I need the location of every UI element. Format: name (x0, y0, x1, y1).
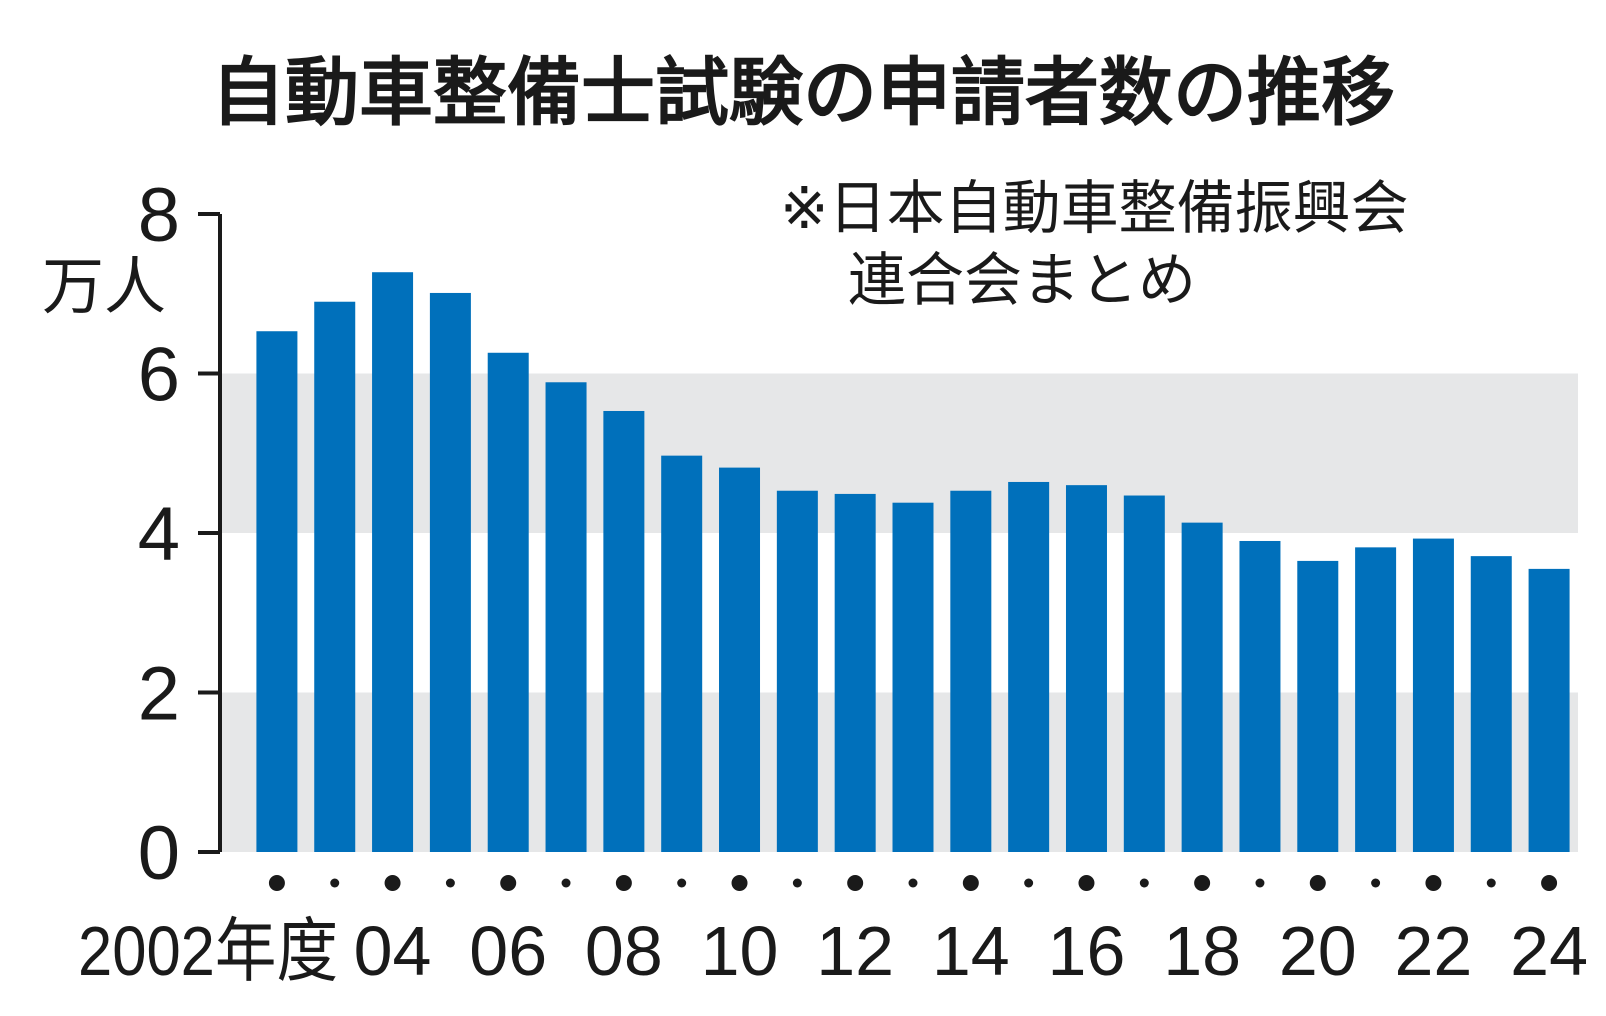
x-tick-dots (268, 875, 1558, 891)
x-dot-2015 (1024, 878, 1034, 888)
y-tick-label-6: 6 (138, 333, 180, 418)
x-dot-2013 (908, 878, 918, 888)
bar-2003 (314, 301, 356, 853)
x-tick-labels: 2002年度 04 06 08 10 12 14 16 18 20 22 24 (78, 912, 1588, 990)
bar-2014 (950, 490, 992, 852)
bar-2022 (1412, 538, 1454, 852)
bar-2019 (1239, 540, 1281, 852)
x-dot-2006 (500, 875, 517, 891)
chart-title: 自動車整備士試験の申請者数の推移 (211, 50, 1395, 136)
x-tick-label-24: 24 (1510, 912, 1588, 990)
y-tick-label-0: 0 (138, 811, 180, 896)
bar-2005 (429, 292, 471, 852)
x-dot-2024 (1541, 875, 1558, 891)
x-dot-2011 (792, 878, 802, 888)
x-dot-2023 (1486, 878, 1496, 888)
bar-2013 (892, 502, 934, 852)
bar-2020 (1297, 560, 1339, 852)
x-tick-label-04: 04 (354, 912, 432, 990)
bar-2017 (1123, 495, 1165, 852)
bar-2007 (545, 382, 587, 852)
x-dot-2008 (615, 875, 632, 891)
x-dot-2010 (731, 875, 748, 891)
x-tick-label-06: 06 (469, 912, 547, 990)
bar-2024 (1528, 568, 1570, 852)
bar-2015 (1008, 481, 1050, 852)
bar-2016 (1065, 485, 1107, 852)
x-tick-label-18: 18 (1163, 912, 1241, 990)
y-tick-label-4: 4 (138, 492, 180, 577)
y-axis-unit-label: 万人 (42, 250, 166, 323)
bar-2011 (776, 490, 818, 852)
x-dot-2016 (1078, 875, 1095, 891)
x-tick-label-2002: 2002年度 (78, 912, 338, 990)
y-tick-labels: 0 2 4 6 8 (138, 173, 180, 896)
bar-2023 (1470, 556, 1512, 852)
bars-group (256, 272, 1570, 853)
bar-2006 (487, 352, 529, 852)
x-tick-label-16: 16 (1048, 912, 1126, 990)
x-dot-2012 (847, 875, 864, 891)
y-tick-label-8: 8 (138, 173, 180, 258)
x-dot-2021 (1371, 878, 1381, 888)
x-tick-label-22: 22 (1394, 912, 1472, 990)
y-tick-label-2: 2 (138, 652, 180, 737)
x-dot-2019 (1255, 878, 1265, 888)
x-dot-2004 (384, 875, 401, 891)
bar-2004 (372, 272, 414, 852)
x-tick-label-10: 10 (701, 912, 779, 990)
x-dot-2002 (268, 875, 285, 891)
x-dot-2007 (561, 878, 571, 888)
bar-2002 (256, 331, 298, 852)
bar-2008 (603, 410, 645, 852)
x-tick-label-12: 12 (816, 912, 894, 990)
x-tick-label-14: 14 (932, 912, 1010, 990)
source-note-line-1: ※日本自動車整備振興会 (780, 174, 1409, 242)
x-dot-2009 (677, 878, 687, 888)
bar-2012 (834, 493, 876, 852)
source-note-line-2: 連合会まとめ (848, 246, 1196, 314)
x-dot-2022 (1425, 875, 1442, 891)
x-dot-2018 (1194, 875, 1211, 891)
x-dot-2014 (962, 875, 979, 891)
x-dot-2020 (1309, 875, 1326, 891)
x-dot-2017 (1139, 878, 1149, 888)
bar-2009 (661, 455, 703, 852)
x-tick-label-08: 08 (585, 912, 663, 990)
x-tick-label-20: 20 (1279, 912, 1357, 990)
y-axis (198, 212, 222, 854)
bar-2021 (1355, 547, 1397, 852)
x-dot-2003 (330, 878, 340, 888)
bar-2018 (1181, 522, 1223, 852)
x-dot-2005 (445, 878, 455, 888)
bar-2010 (719, 467, 761, 852)
